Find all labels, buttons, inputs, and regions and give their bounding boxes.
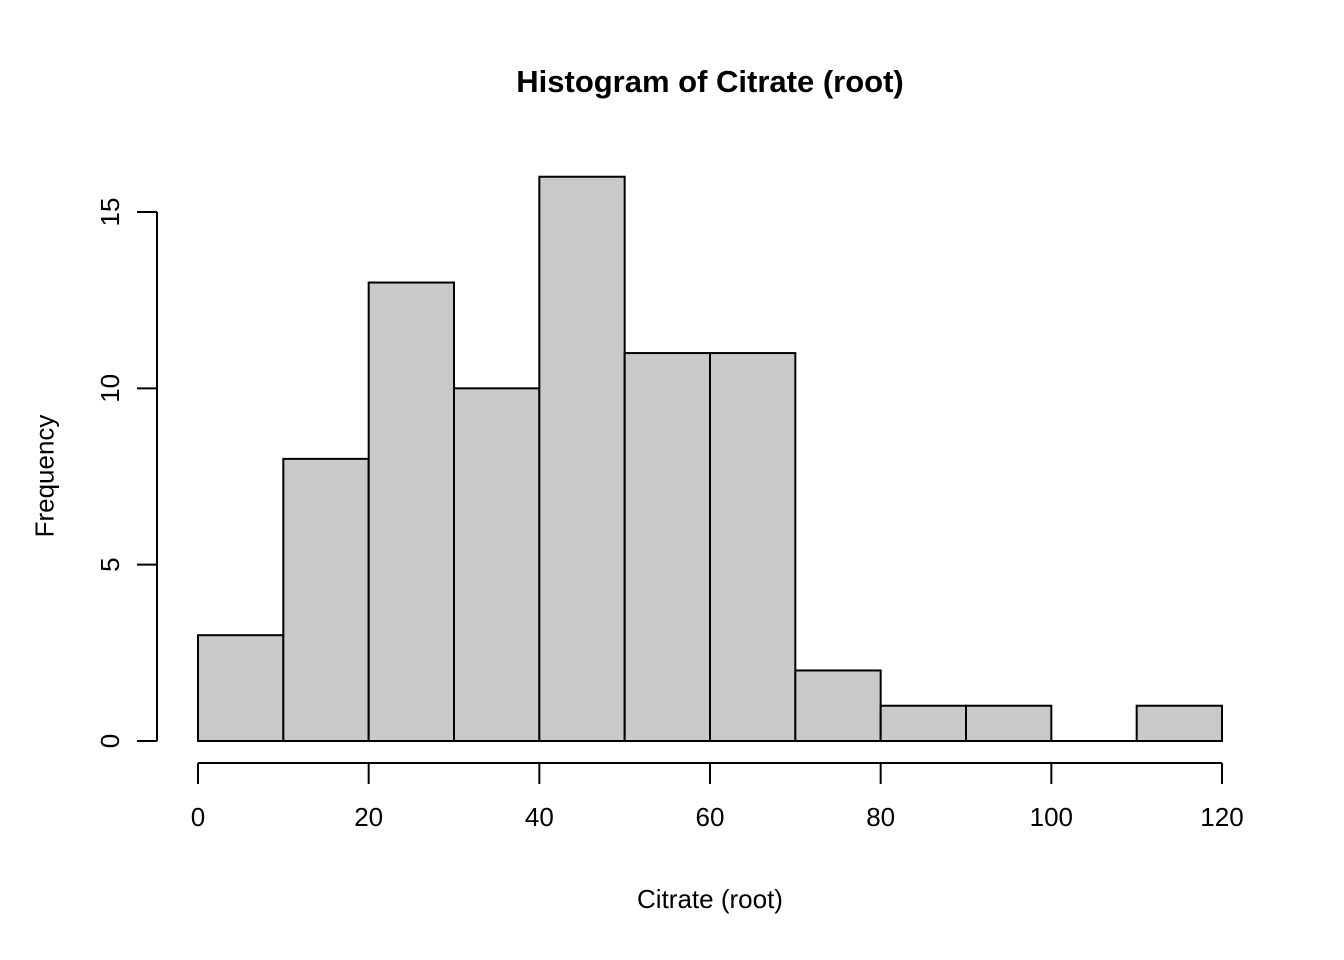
chart-title: Histogram of Citrate (root) (516, 64, 904, 99)
histogram-bar (709, 352, 797, 742)
histogram-bar (282, 457, 370, 742)
y-axis-tick-label: 0 (95, 734, 125, 748)
x-axis-tick-label: 40 (525, 802, 554, 832)
x-axis-tick-label: 120 (1200, 802, 1243, 832)
histogram-bar (623, 352, 712, 742)
x-axis-label: Citrate (root) (637, 884, 783, 914)
histogram-bar (453, 387, 541, 742)
x-axis-tick-label: 100 (1030, 802, 1073, 832)
y-axis-tick-label: 5 (95, 557, 125, 571)
x-axis-tick-label: 80 (866, 802, 895, 832)
x-axis-tick-label: 0 (191, 802, 205, 832)
y-axis-tick-label: 10 (95, 374, 125, 403)
y-axis-label: Frequency (29, 414, 60, 538)
histogram-bar (367, 281, 455, 742)
x-axis-tick-label: 20 (354, 802, 383, 832)
histogram-bar (794, 669, 882, 743)
histogram-bar (965, 704, 1053, 743)
y-axis-tick-label: 15 (95, 198, 125, 227)
histogram-bar (1135, 704, 1223, 743)
histogram-bar (538, 175, 626, 742)
x-axis-tick-label: 60 (696, 802, 725, 832)
histogram-bar (197, 634, 285, 743)
histogram-bar (879, 704, 968, 743)
